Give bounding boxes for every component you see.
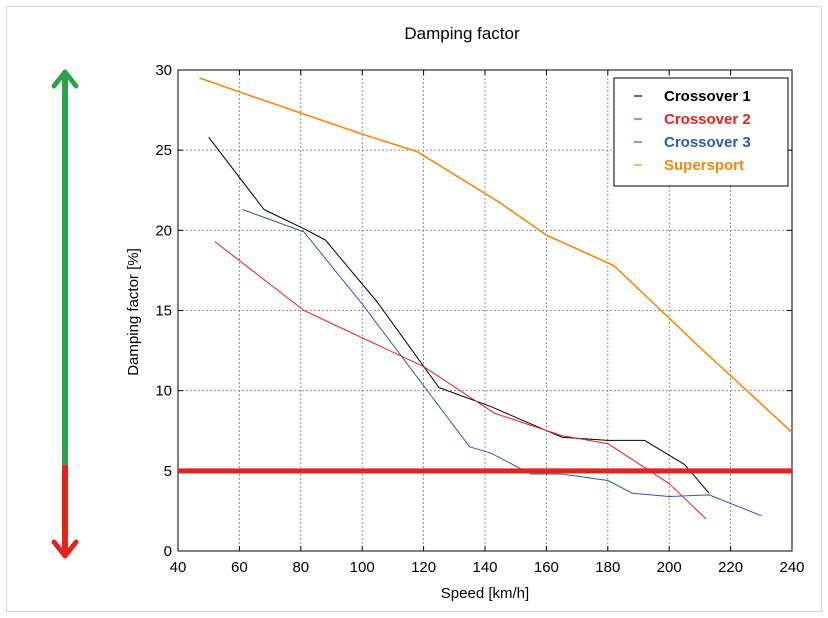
legend-label: Crossover 1	[664, 88, 751, 105]
side-arrow	[51, 69, 79, 559]
chart-title: Damping factor	[404, 24, 520, 43]
y-tick-label: 20	[155, 222, 172, 239]
x-tick-label: 120	[411, 559, 436, 576]
arrow-head-up	[51, 69, 79, 89]
y-tick-label: 10	[155, 383, 172, 400]
y-tick-label: 5	[164, 463, 172, 480]
x-tick-label: 160	[534, 559, 559, 576]
x-tick-label: 140	[472, 559, 497, 576]
y-tick-label: 30	[155, 62, 172, 79]
x-tick-label: 180	[595, 559, 620, 576]
x-tick-label: 220	[718, 559, 743, 576]
y-tick-label: 25	[155, 142, 172, 159]
y-tick-label: 15	[155, 303, 172, 320]
legend: Crossover 1 Crossover 2 Crossover 3 Supersp…	[613, 77, 789, 187]
legend-label: Crossover 2	[664, 111, 751, 128]
arrow-head-down	[51, 539, 79, 559]
legend-box	[613, 77, 789, 187]
series-line-supersport	[199, 77, 793, 433]
axis-ticks: 40 60 80 100 120 140 160 180 200 220 240 0 5 10 15 20 25…	[155, 62, 804, 576]
series-lines	[199, 77, 793, 520]
legend-label: Supersport	[664, 157, 744, 174]
legend-label: Crossover 3	[664, 134, 751, 151]
y-axis-label: Damping factor [%]	[125, 248, 142, 376]
x-tick-label: 200	[657, 559, 682, 576]
x-tick-label: 40	[170, 559, 187, 576]
series-line-crossover-2	[214, 241, 707, 520]
y-tick-label: 0	[164, 543, 172, 560]
x-tick-label: 80	[292, 559, 309, 576]
series-line-crossover-1	[208, 136, 710, 494]
series-line-crossover-3	[242, 209, 762, 517]
x-axis-label: Speed [km/h]	[441, 585, 529, 602]
x-tick-label: 240	[779, 559, 804, 576]
x-tick-label: 60	[231, 559, 248, 576]
x-tick-label: 100	[350, 559, 375, 576]
